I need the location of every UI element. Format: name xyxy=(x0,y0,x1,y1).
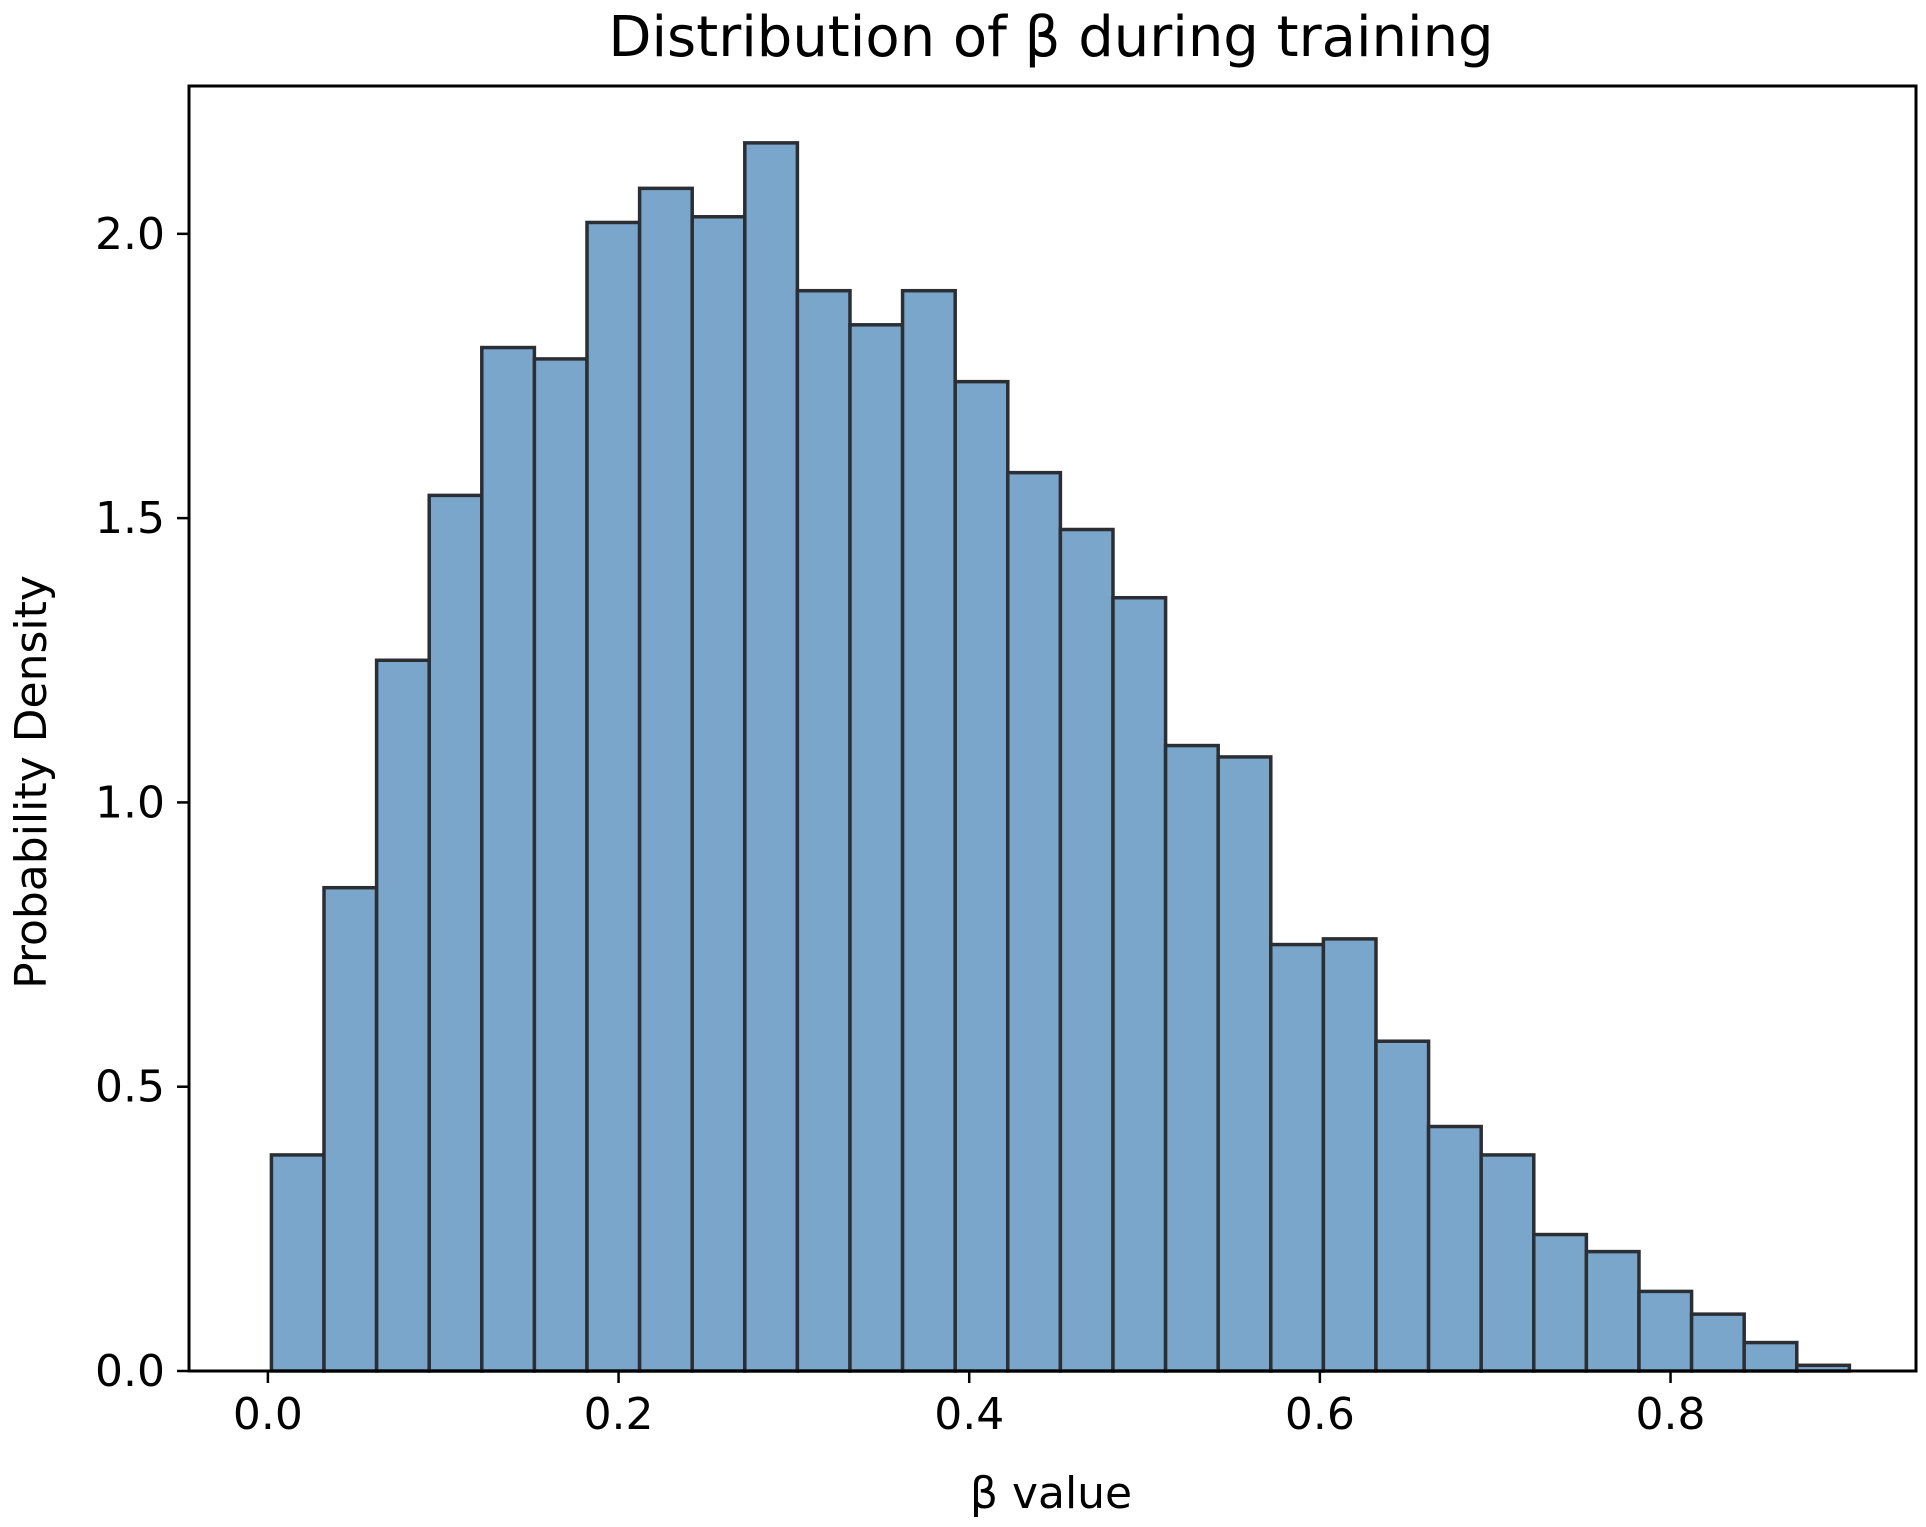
histogram-bar-19 xyxy=(1216,755,1273,1373)
histogram-bar-14 xyxy=(953,379,1010,1373)
x-tick-label: 0.4 xyxy=(934,1389,1004,1440)
histogram-bar-27 xyxy=(1637,1289,1694,1373)
histogram-bar-11 xyxy=(795,288,852,1373)
histogram-bar-3 xyxy=(374,658,431,1373)
histogram-bar-4 xyxy=(427,493,484,1373)
histogram-bar-20 xyxy=(1269,942,1326,1373)
histogram-bar-23 xyxy=(1426,1124,1483,1373)
x-tick-label: 0.2 xyxy=(584,1389,654,1440)
histogram-bar-5 xyxy=(480,345,537,1373)
histogram-bar-8 xyxy=(637,186,694,1373)
histogram-bar-9 xyxy=(690,215,747,1373)
histogram-bar-16 xyxy=(1058,527,1115,1373)
histogram-bar-13 xyxy=(900,288,957,1373)
histogram-bar-12 xyxy=(848,323,905,1373)
histogram-bar-18 xyxy=(1163,743,1220,1373)
x-tick-label: 0.8 xyxy=(1636,1389,1706,1440)
histogram-bar-25 xyxy=(1532,1232,1589,1373)
histogram-bar-10 xyxy=(743,141,800,1373)
histogram-bar-1 xyxy=(269,1153,326,1373)
histogram-bar-6 xyxy=(532,357,589,1373)
y-tick-label: 2.0 xyxy=(95,209,165,260)
histogram-bar-29 xyxy=(1742,1340,1799,1373)
histogram-bar-2 xyxy=(322,885,379,1373)
histogram-bar-26 xyxy=(1584,1249,1641,1373)
histogram-bar-15 xyxy=(1006,470,1063,1373)
histogram-bar-7 xyxy=(585,220,642,1373)
y-tick-label: 0.5 xyxy=(95,1062,165,1113)
y-axis-ticks: 0.0 0.5 1.0 1.5 2.0 xyxy=(95,209,189,1397)
plot-frame xyxy=(187,84,1918,1373)
x-tick-label: 0.0 xyxy=(233,1389,303,1440)
histogram-bar-22 xyxy=(1374,1039,1431,1373)
x-axis-ticks: 0.0 0.2 0.4 0.6 0.8 xyxy=(233,1371,1706,1440)
x-axis-label: β value xyxy=(970,1468,1132,1519)
x-tick-label: 0.6 xyxy=(1285,1389,1355,1440)
histogram-bar-28 xyxy=(1689,1312,1746,1373)
histogram-bars xyxy=(269,141,1852,1373)
histogram-bar-17 xyxy=(1111,595,1168,1373)
histogram-bar-21 xyxy=(1321,937,1378,1373)
y-tick-label: 0.0 xyxy=(95,1346,165,1397)
y-tick-label: 1.0 xyxy=(95,777,165,828)
y-tick-label: 1.5 xyxy=(95,493,165,544)
y-axis-label: Probability Density xyxy=(6,575,57,989)
histogram-bar-24 xyxy=(1479,1153,1536,1373)
chart-title: Distribution of β during training xyxy=(608,5,1493,70)
